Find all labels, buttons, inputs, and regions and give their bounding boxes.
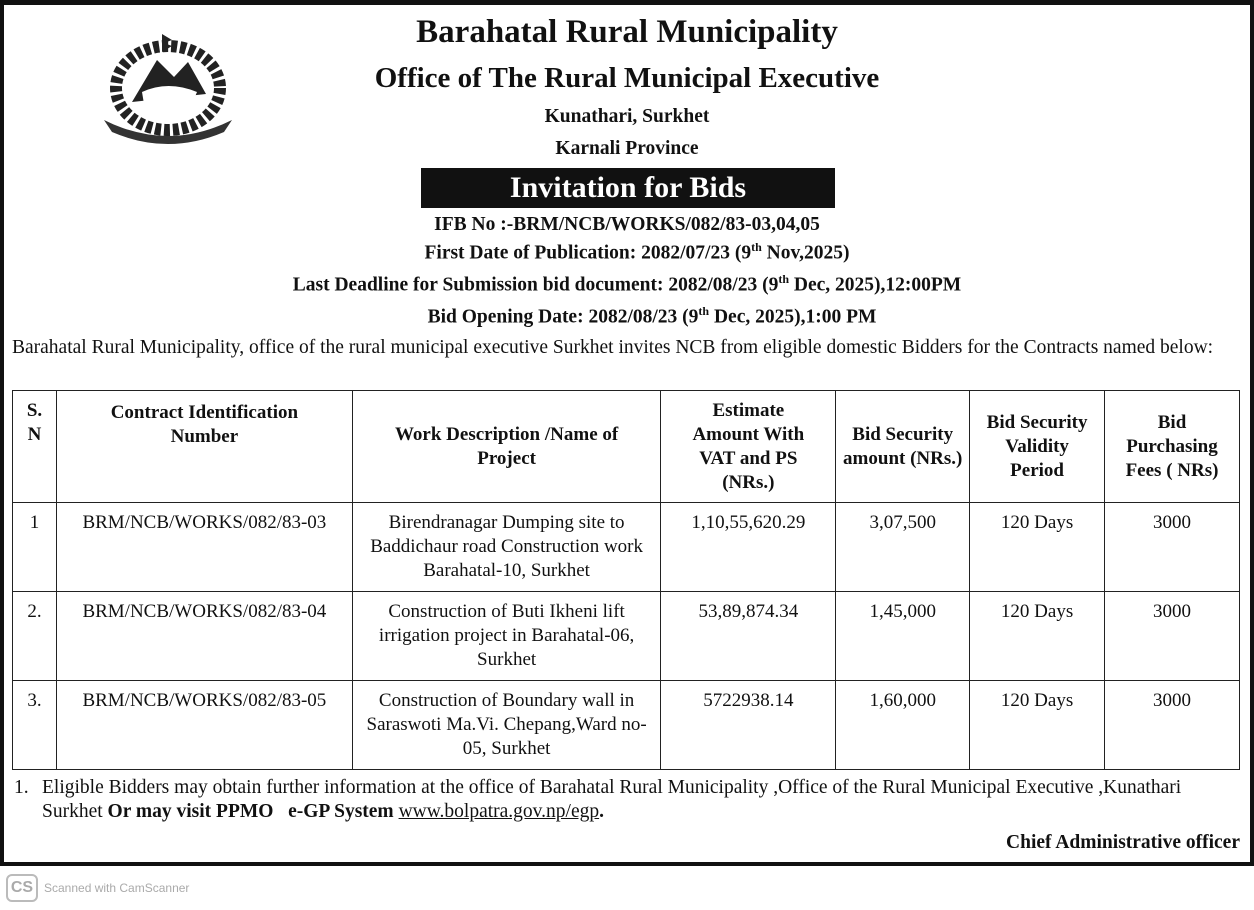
cell-description: Birendranagar Dumping site to Baddichaur… bbox=[351, 502, 662, 592]
cell-bid-security: 1,45,000 bbox=[835, 591, 971, 681]
deadline-sup: th bbox=[778, 272, 790, 286]
cell-contract-id: BRM/NCB/WORKS/082/83-03 bbox=[55, 502, 353, 592]
header-contract-id: Contract Identification Number bbox=[55, 390, 353, 503]
opening-sup: th bbox=[698, 304, 710, 318]
invitation-banner: Invitation for Bids bbox=[421, 168, 835, 208]
note-bold: Or may visit PPMO e-GP System bbox=[107, 801, 394, 822]
cell-contract-id: BRM/NCB/WORKS/082/83-05 bbox=[55, 680, 353, 770]
note-text: Eligible Bidders may obtain further info… bbox=[42, 777, 1182, 822]
pub-text-end: Nov,2025) bbox=[761, 242, 850, 264]
table-row: 2. BRM/NCB/WORKS/082/83-04 Construction of… bbox=[12, 591, 1240, 681]
cell-fees: 3000 bbox=[1104, 502, 1240, 592]
pub-sup: th bbox=[751, 240, 762, 254]
publication-date: First Date of Publication: 2082/07/23 (9… bbox=[0, 240, 1254, 265]
cell-fees: 3000 bbox=[1104, 680, 1240, 770]
document-page bbox=[0, 0, 1254, 866]
cell-sn: 1 bbox=[12, 502, 57, 592]
table-row: 1 BRM/NCB/WORKS/082/83-03 Birendranagar Du… bbox=[12, 502, 1240, 592]
deadline-text: Last Deadline for Submission bid documen… bbox=[292, 274, 779, 296]
opening-text-end: Dec, 2025),1:00 PM bbox=[709, 306, 877, 328]
cell-fees: 3000 bbox=[1104, 591, 1240, 681]
watermark-text: Scanned with CamScanner bbox=[44, 881, 190, 895]
cell-sn: 3. bbox=[12, 680, 57, 770]
header-estimate: Estimate Amount With VAT and PS (NRs.) bbox=[660, 390, 837, 503]
header-bid-security: Bid Security amount (NRs.) bbox=[835, 390, 971, 503]
header-work-description: Work Description /Name of Project bbox=[351, 390, 662, 503]
intro-paragraph: Barahatal Rural Municipality, office of … bbox=[12, 337, 1214, 358]
table-row: 3. BRM/NCB/WORKS/082/83-05 Construction of… bbox=[12, 680, 1240, 770]
submission-deadline: Last Deadline for Submission bid documen… bbox=[0, 272, 1254, 297]
cell-estimate: 5722938.14 bbox=[660, 680, 837, 770]
opening-text: Bid Opening Date: 2082/08/23 (9 bbox=[427, 306, 699, 328]
header-fees: Bid Purchasing Fees ( NRs) bbox=[1104, 390, 1240, 503]
signature-title: Chief Administrative officer bbox=[1006, 832, 1240, 853]
camscanner-watermark: CS Scanned with CamScanner bbox=[6, 874, 189, 902]
note-end: . bbox=[599, 801, 604, 822]
header-validity: Bid Security Validity Period bbox=[969, 390, 1106, 503]
cell-contract-id: BRM/NCB/WORKS/082/83-04 bbox=[55, 591, 353, 681]
cell-estimate: 1,10,55,620.29 bbox=[660, 502, 837, 592]
cell-validity: 120 Days bbox=[969, 591, 1106, 681]
footnote: 1. Eligible Bidders may obtain further i… bbox=[14, 776, 1244, 824]
cell-validity: 120 Days bbox=[969, 680, 1106, 770]
cell-estimate: 53,89,874.34 bbox=[660, 591, 837, 681]
footnote-text: Eligible Bidders may obtain further info… bbox=[42, 776, 1244, 824]
cell-bid-security: 1,60,000 bbox=[835, 680, 971, 770]
deadline-text-end: Dec, 2025),12:00PM bbox=[789, 274, 962, 296]
municipality-title: Barahatal Rural Municipality bbox=[416, 14, 838, 50]
contracts-table: S. N Contract Identification Number Work… bbox=[12, 390, 1240, 770]
camscanner-logo-icon: CS bbox=[6, 874, 38, 902]
cell-description: Construction of Boundary wall in Saraswo… bbox=[351, 680, 662, 770]
cell-bid-security: 3,07,500 bbox=[835, 502, 971, 592]
cell-description: Construction of Buti Ikheni lift irrigat… bbox=[351, 591, 662, 681]
office-subtitle: Office of The Rural Municipal Executive bbox=[374, 62, 880, 94]
bid-opening-date: Bid Opening Date: 2082/08/23 (9th Dec, 2… bbox=[0, 304, 1254, 329]
province: Karnali Province bbox=[555, 138, 699, 159]
emblem-logo bbox=[104, 34, 232, 144]
egp-link[interactable]: www.bolpatra.gov.np/egp bbox=[398, 801, 600, 822]
cell-sn: 2. bbox=[12, 591, 57, 681]
pub-text: First Date of Publication: 2082/07/23 (9 bbox=[424, 242, 752, 264]
footnote-number: 1. bbox=[14, 777, 29, 798]
header-sn: S. N bbox=[12, 390, 57, 503]
address: Kunathari, Surkhet bbox=[544, 106, 710, 127]
ifb-number: IFB No :-BRM/NCB/WORKS/082/83-03,04,05 bbox=[434, 214, 820, 235]
cell-validity: 120 Days bbox=[969, 502, 1106, 592]
